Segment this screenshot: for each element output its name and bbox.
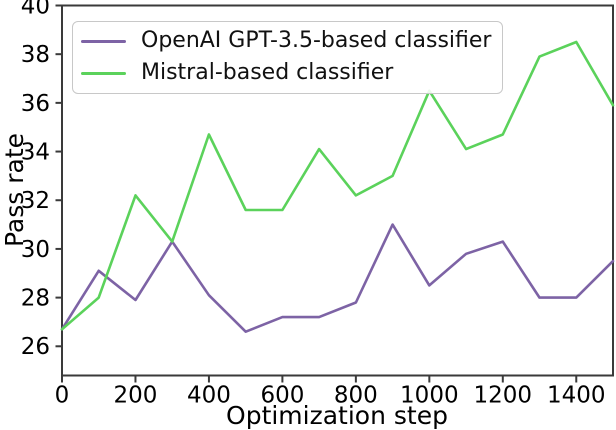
y-tick-label: 38 <box>21 42 50 68</box>
legend-line-swatch <box>81 39 126 43</box>
y-tick-label: 28 <box>21 286 50 312</box>
x-tick-label: 400 <box>187 383 231 409</box>
legend-item: Mistral-based classifier <box>81 57 491 89</box>
axes-spines <box>61 4 614 377</box>
y-tick-label: 30 <box>21 237 50 263</box>
series-line-1 <box>60 40 615 331</box>
x-axis-title: Optimization step <box>226 401 448 430</box>
legend: OpenAI GPT-3.5-based classifier Mistral-b… <box>72 21 504 94</box>
y-tick-label: 32 <box>21 188 50 214</box>
series-line-0 <box>60 223 615 334</box>
legend-label: Mistral-based classifier <box>141 60 394 85</box>
x-tick-label: 1400 <box>547 383 606 409</box>
y-axis-title: Pass rate <box>0 133 29 247</box>
y-tick-label: 26 <box>21 334 50 360</box>
x-tick-label: 200 <box>114 383 158 409</box>
x-tick-label: 800 <box>334 383 378 409</box>
x-tick-label: 600 <box>260 383 304 409</box>
y-tick-label: 40 <box>21 0 50 19</box>
x-tick-label: 0 <box>55 383 70 409</box>
x-tick-label: 1200 <box>474 383 533 409</box>
legend-label: OpenAI GPT-3.5-based classifier <box>141 28 492 53</box>
legend-item: OpenAI GPT-3.5-based classifier <box>81 25 491 57</box>
y-tick-label: 36 <box>21 91 50 117</box>
x-tick-label: 1000 <box>400 383 459 409</box>
legend-line-swatch <box>81 71 126 75</box>
y-tick-label: 34 <box>21 139 50 165</box>
